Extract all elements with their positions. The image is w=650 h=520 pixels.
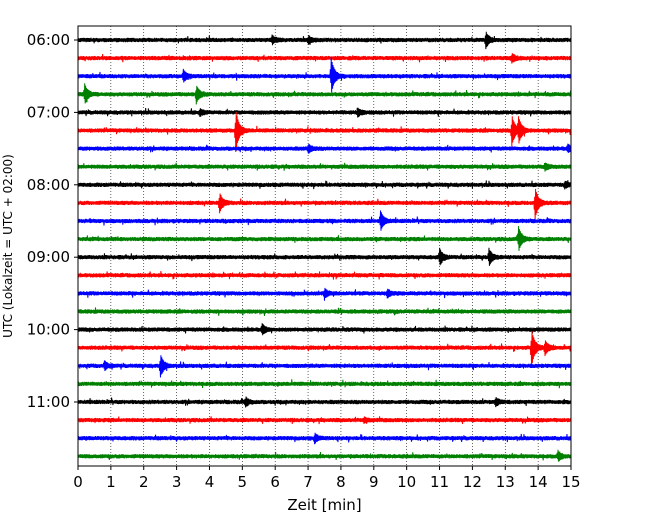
y-tick-label: 09:00	[27, 248, 70, 266]
y-tick-label: 10:00	[27, 321, 70, 339]
seismic-trace	[77, 379, 572, 389]
seismic-trace	[77, 307, 572, 317]
x-tick-label: 0	[73, 473, 83, 491]
seismic-trace	[77, 225, 572, 251]
y-tick-label: 11:00	[27, 393, 70, 411]
seismic-trace	[77, 416, 572, 425]
x-axis-label: Zeit [min]	[287, 496, 361, 514]
y-tick-label: 08:00	[27, 176, 70, 194]
seismic-trace	[77, 180, 572, 190]
y-tick-label: 06:00	[27, 31, 70, 49]
x-tick-label: 13	[496, 473, 515, 491]
seismic-trace	[77, 210, 572, 231]
grid-lines	[110, 26, 539, 466]
seismic-trace	[77, 31, 572, 50]
x-tick-label: 2	[139, 473, 149, 491]
seismic-trace	[77, 432, 572, 445]
y-axis-label: UTC (Lokalzeit = UTC + 02:00)	[1, 154, 15, 338]
seismic-trace	[77, 111, 572, 153]
seismic-trace	[77, 107, 572, 118]
x-tick-label: 10	[397, 473, 416, 491]
y-axis-ticks: 06:00 07:00 08:00 09:00 10:00 11:00	[27, 31, 78, 411]
x-tick-label: 11	[430, 473, 449, 491]
x-tick-label: 15	[561, 473, 580, 491]
seismic-trace	[77, 162, 572, 172]
seismic-trace	[77, 323, 572, 336]
seismic-trace	[77, 396, 572, 408]
seismic-trace	[77, 247, 572, 266]
seismic-trace	[77, 143, 572, 154]
seismic-trace	[77, 331, 572, 368]
seismic-trace	[77, 355, 572, 378]
seismic-trace	[77, 53, 572, 64]
seismic-trace	[77, 83, 572, 105]
x-axis-ticks: 0 1 2 3 4 5 6 7 8 9 10 11 12 13 14 15	[73, 466, 581, 491]
x-tick-label: 5	[238, 473, 248, 491]
x-tick-label: 8	[336, 473, 346, 491]
x-tick-label: 6	[270, 473, 280, 491]
x-tick-label: 3	[172, 473, 182, 491]
x-tick-label: 12	[463, 473, 482, 491]
seismic-trace	[77, 188, 572, 220]
seismic-trace	[77, 287, 572, 301]
x-tick-label: 7	[303, 473, 313, 491]
seismic-trace	[77, 449, 572, 462]
plot-frame	[77, 25, 572, 467]
x-tick-label: 1	[106, 473, 116, 491]
x-tick-label: 4	[205, 473, 215, 491]
x-tick-label: 14	[529, 473, 548, 491]
seismic-trace	[77, 57, 572, 93]
seismic-trace	[77, 270, 572, 280]
x-tick-label: 9	[369, 473, 379, 491]
seismic-traces	[77, 31, 572, 462]
y-tick-label: 07:00	[27, 103, 70, 121]
